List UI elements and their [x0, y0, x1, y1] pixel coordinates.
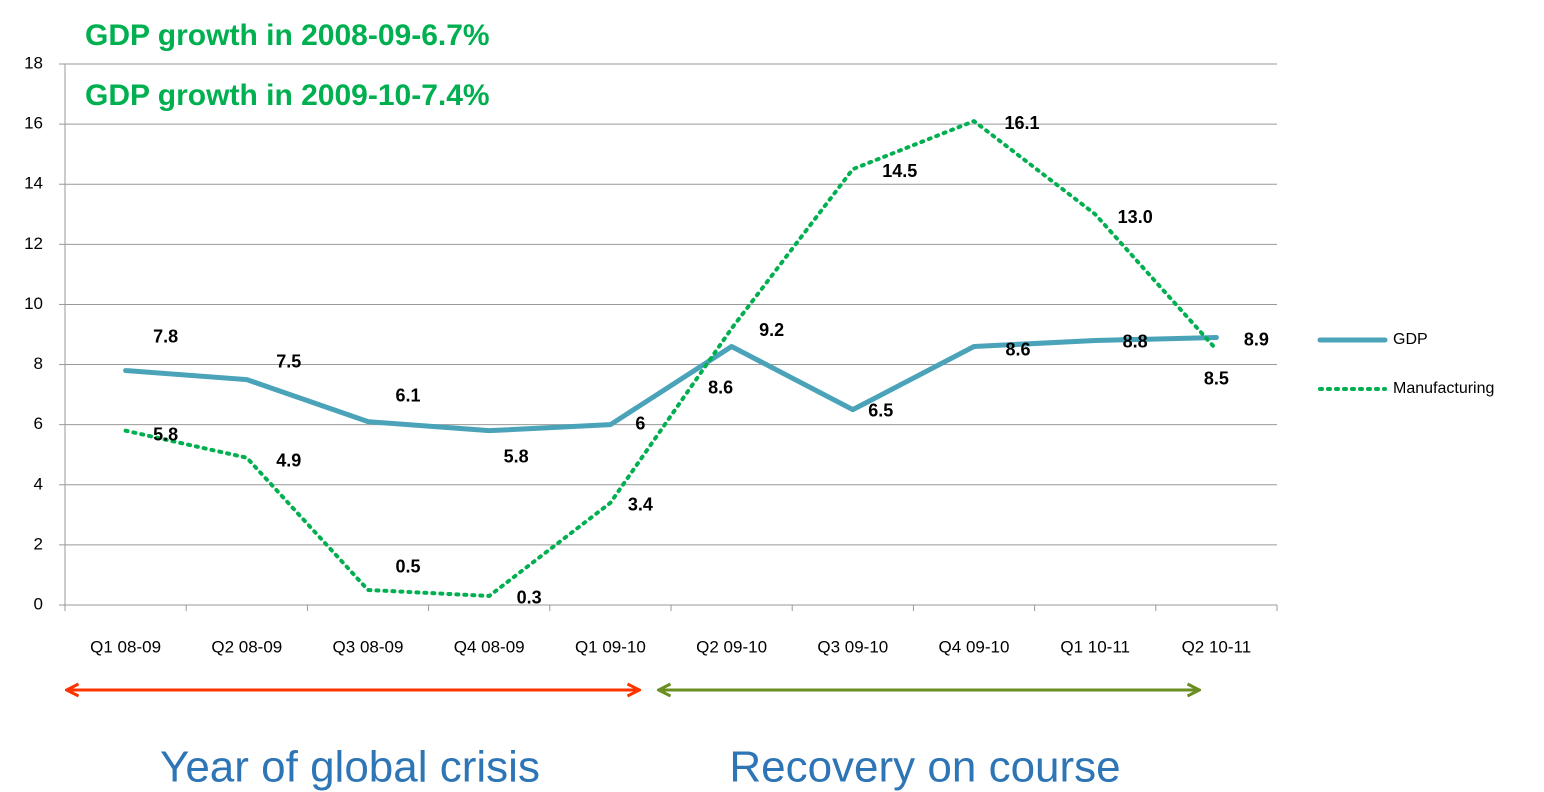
x-tick-label: Q3 09-10 [817, 637, 888, 656]
series-line [123, 335, 1219, 434]
x-tick-label: Q4 09-10 [939, 637, 1010, 656]
y-tick-label: 16 [24, 114, 43, 133]
data-label: 8.6 [708, 377, 733, 397]
data-label: 8.8 [1123, 331, 1148, 351]
y-tick-label: 18 [24, 53, 43, 72]
annotation: Recovery on course [729, 743, 1120, 792]
annotation: GDP growth in 2008-09-6.7% [85, 19, 490, 52]
data-label: 6.5 [868, 400, 893, 420]
y-tick-label: 8 [34, 354, 43, 373]
data-label: 16.1 [1004, 113, 1039, 133]
data-label: 9.2 [759, 320, 784, 340]
x-tick-label: Q1 09-10 [575, 637, 646, 656]
data-label: 6 [635, 413, 645, 433]
data-label: 7.5 [276, 351, 301, 371]
y-tick-label: 6 [34, 414, 43, 433]
data-label: 8.5 [1204, 368, 1229, 388]
data-label: 3.4 [628, 495, 653, 515]
x-tick-label: Q4 08-09 [454, 637, 525, 656]
y-tick-label: 4 [34, 474, 43, 493]
annotation: GDP growth in 2009-10-7.4% [85, 79, 490, 112]
x-tick-label: Q2 09-10 [696, 637, 767, 656]
annotation: Year of global crisis [160, 743, 540, 792]
data-label: 5.8 [504, 446, 529, 466]
y-tick-label: 10 [24, 294, 43, 313]
data-label: 4.9 [276, 450, 301, 470]
y-tick-label: 0 [34, 594, 43, 613]
x-tick-label: Q2 10-11 [1182, 637, 1252, 656]
data-label: 0.3 [517, 588, 542, 608]
data-label: 14.5 [882, 161, 917, 181]
series-line [123, 119, 1219, 598]
data-label: 7.8 [153, 326, 178, 346]
data-label: 8.9 [1244, 329, 1269, 349]
y-tick-label: 2 [34, 534, 43, 553]
data-label: 0.5 [395, 557, 420, 577]
y-tick-label: 14 [24, 174, 43, 193]
legend-label: Manufacturing [1393, 380, 1494, 397]
legend-label: GDP [1393, 331, 1428, 348]
x-tick-label: Q1 08-09 [90, 637, 161, 656]
data-label: 13.0 [1118, 207, 1153, 227]
x-tick-label: Q1 10-11 [1060, 637, 1130, 656]
y-tick-label: 12 [24, 234, 43, 253]
x-tick-label: Q3 08-09 [333, 637, 404, 656]
data-label: 6.1 [395, 385, 420, 405]
data-label: 8.6 [1005, 339, 1030, 359]
data-label: 5.8 [153, 424, 178, 444]
x-tick-label: Q2 08-09 [211, 637, 282, 656]
